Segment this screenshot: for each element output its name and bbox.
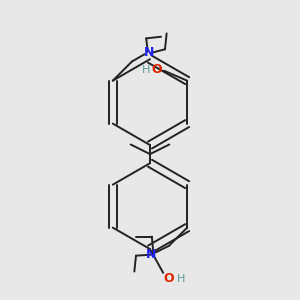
Text: H: H (141, 65, 150, 75)
Text: O: O (152, 63, 162, 76)
Text: H: H (177, 274, 186, 284)
Text: O: O (164, 272, 175, 285)
Text: N: N (144, 46, 154, 59)
Text: N: N (146, 248, 156, 261)
